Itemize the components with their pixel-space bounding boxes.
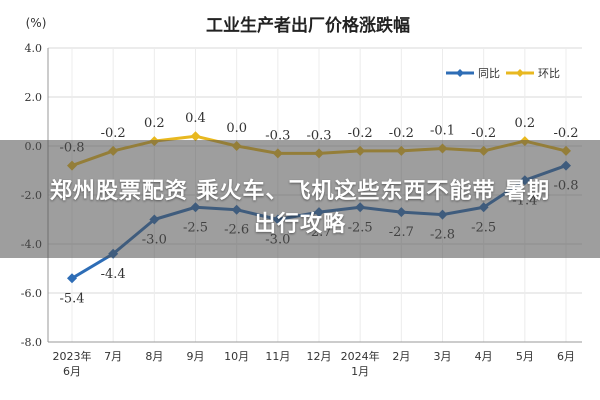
x-tick-label-part: 2024年	[341, 349, 380, 363]
x-tick-label: 2023年 6月	[53, 349, 92, 378]
x-tick-label: 7月	[104, 350, 122, 363]
x-tick-label: 5月	[516, 350, 534, 363]
legend-label: 环比	[538, 67, 560, 80]
x-tick-label-part: 10月	[224, 350, 249, 363]
x-tick-label-part: 11月	[265, 350, 290, 363]
legend: 同比 环比	[446, 67, 560, 80]
x-tick-label: 9月	[187, 350, 205, 363]
data-label: -0.1	[430, 123, 455, 138]
data-point	[190, 131, 201, 142]
data-label: -4.4	[101, 267, 126, 282]
data-label: -0.2	[101, 126, 126, 141]
overlay-banner	[0, 140, 600, 258]
data-label: -5.4	[59, 291, 84, 306]
x-tick-label-part: 8月	[145, 350, 163, 363]
x-tick-label-part: 2月	[392, 350, 410, 363]
x-tick-label: 4月	[475, 350, 493, 363]
x-tick-label-part: 6月	[63, 365, 81, 378]
x-tick-label: 6月	[557, 350, 575, 363]
data-label: -0.2	[471, 126, 496, 141]
x-axis-ticks: 2023年 6月 7月 8月 9月 10月 11月 12月 2024年 1月 2月 3月 4月 5月 6月	[53, 349, 576, 378]
x-tick-label: 2月	[392, 350, 410, 363]
overlay-text-line-1: 郑州股票配资 乘火车、飞机这些东西不能带 暑期	[49, 179, 551, 204]
data-label: -0.2	[553, 126, 578, 141]
x-tick-label-part: 3月	[434, 350, 452, 363]
data-label: 0.2	[514, 116, 535, 131]
legend-swatch-marker	[456, 69, 464, 77]
data-label: -0.2	[389, 126, 414, 141]
data-label: -0.2	[348, 126, 373, 141]
x-tick-label-part: 5月	[516, 350, 534, 363]
x-tick-label: 2024年 1月	[341, 349, 380, 378]
x-tick-label: 8月	[145, 350, 163, 363]
y-tick-label: 4.0	[25, 42, 43, 55]
data-point	[67, 273, 77, 284]
x-tick-label: 10月	[224, 350, 249, 363]
x-tick-label: 3月	[434, 350, 452, 363]
y-tick-label: 2.0	[25, 91, 43, 104]
data-label: -0.3	[306, 128, 331, 143]
chart-title: 工业生产者出厂价格涨跌幅	[206, 15, 410, 36]
x-tick-label-part: 2023年	[53, 349, 92, 363]
legend-label: 同比	[478, 67, 500, 80]
x-tick-label-part: 4月	[475, 350, 493, 363]
data-label: 0.4	[185, 111, 206, 126]
x-tick-label-part: 7月	[104, 350, 122, 363]
x-tick-label-part: 12月	[307, 350, 332, 363]
overlay-text-line-2: 出行攻略	[253, 212, 346, 237]
data-label: -0.3	[265, 128, 290, 143]
x-tick-label: 11月	[265, 350, 290, 363]
x-tick-label: 12月	[307, 350, 332, 363]
x-tick-label-part: 1月	[351, 365, 369, 378]
y-tick-label: -8.0	[21, 336, 42, 349]
x-tick-label-part: 6月	[557, 350, 575, 363]
data-label: 0.0	[226, 121, 247, 136]
x-tick-label-part: 9月	[187, 350, 205, 363]
y-tick-label: -6.0	[21, 287, 42, 300]
data-label: 0.2	[144, 116, 165, 131]
legend-swatch-marker	[516, 69, 524, 77]
y-axis-unit: (%)	[26, 16, 47, 30]
